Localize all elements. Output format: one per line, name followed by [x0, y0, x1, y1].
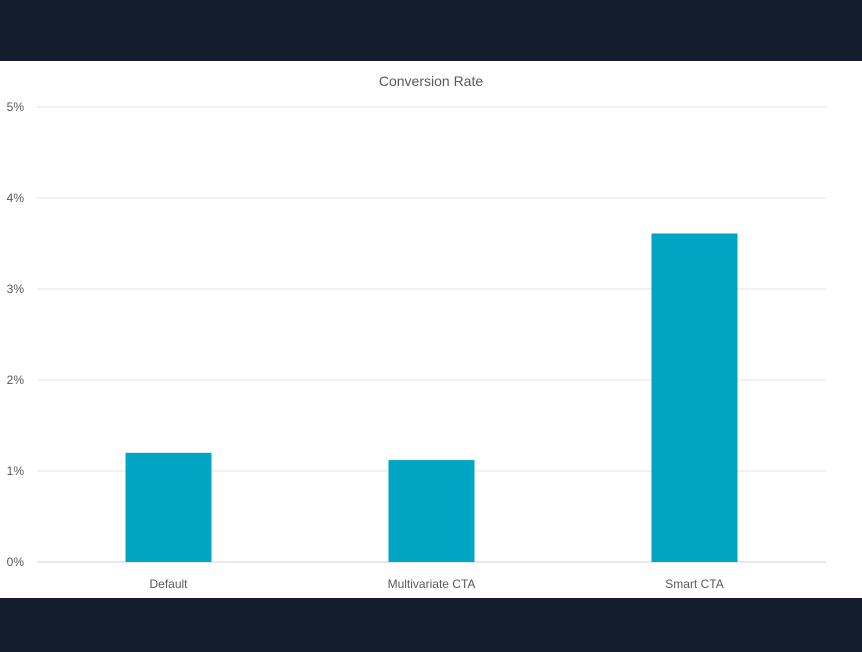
x-tick-label: Default [149, 577, 188, 591]
y-tick-label: 3% [7, 282, 25, 296]
bottom-dark-band [0, 598, 862, 652]
x-axis-tick-labels: Default Multivariate CTA Smart CTA [149, 577, 723, 591]
y-tick-label: 2% [7, 373, 25, 387]
x-tick-label: Smart CTA [665, 577, 723, 591]
top-dark-band [0, 0, 862, 61]
y-tick-label: 5% [7, 100, 25, 114]
bar-default [125, 452, 212, 562]
y-tick-label: 0% [7, 555, 25, 569]
y-tick-label: 1% [7, 464, 25, 478]
x-tick-label: Multivariate CTA [388, 577, 476, 591]
y-axis-tick-labels: 0% 1% 2% 3% 4% 5% [7, 100, 25, 569]
conversion-rate-bar-chart: Conversion Rate 0% 1% 2% 3% 4% 5% Default Mult… [7, 73, 826, 591]
bar-smart-cta [651, 233, 738, 563]
chart-panel: Conversion Rate 0% 1% 2% 3% 4% 5% Default Mult… [0, 61, 862, 598]
bar-multivariate-cta [388, 460, 475, 562]
bars [125, 233, 738, 563]
y-tick-label: 4% [7, 191, 25, 205]
chart-title: Conversion Rate [379, 73, 483, 89]
